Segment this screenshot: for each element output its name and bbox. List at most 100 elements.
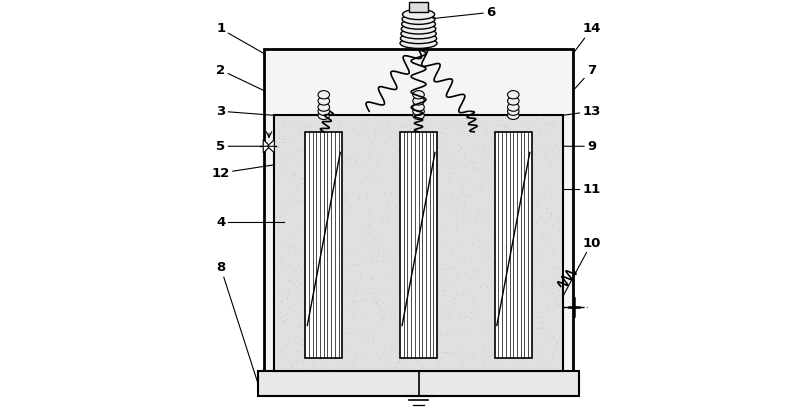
Point	[375, 115, 388, 122]
Ellipse shape	[401, 33, 437, 44]
Point	[371, 229, 384, 236]
Point	[304, 365, 317, 372]
Point	[354, 236, 366, 243]
Point	[306, 198, 318, 204]
Point	[327, 365, 340, 372]
Point	[530, 219, 542, 225]
Point	[499, 345, 512, 351]
Point	[361, 122, 374, 129]
Point	[381, 155, 394, 162]
Point	[467, 126, 480, 133]
Point	[377, 324, 390, 331]
Point	[546, 250, 558, 257]
Point	[482, 316, 495, 323]
Point	[297, 192, 310, 198]
Point	[271, 224, 284, 230]
Point	[432, 200, 445, 207]
Point	[381, 257, 394, 263]
Point	[442, 124, 455, 131]
Point	[367, 240, 380, 246]
Point	[536, 223, 549, 230]
Point	[414, 363, 427, 370]
Point	[435, 140, 448, 147]
Point	[542, 181, 554, 188]
Point	[404, 278, 417, 285]
Point	[369, 132, 382, 138]
Point	[339, 305, 352, 312]
Point	[478, 158, 491, 165]
Point	[368, 166, 381, 173]
Point	[274, 223, 286, 229]
Point	[422, 285, 435, 291]
Point	[482, 253, 494, 260]
Point	[453, 133, 466, 139]
Point	[458, 270, 471, 276]
Point	[510, 296, 523, 303]
Point	[388, 312, 401, 319]
Point	[333, 227, 346, 234]
Point	[298, 232, 310, 239]
Point	[438, 125, 451, 131]
Point	[348, 181, 361, 188]
Point	[534, 325, 547, 332]
Point	[502, 363, 515, 370]
Point	[450, 272, 462, 279]
Point	[522, 186, 535, 192]
Point	[391, 185, 404, 192]
Point	[318, 223, 331, 230]
Point	[406, 200, 419, 206]
Point	[550, 300, 563, 307]
Point	[489, 307, 502, 313]
Point	[279, 332, 292, 338]
Point	[314, 175, 327, 181]
Point	[492, 188, 505, 194]
Point	[366, 274, 379, 281]
Point	[515, 295, 528, 301]
Point	[413, 206, 426, 212]
Point	[429, 220, 442, 226]
Point	[286, 280, 299, 287]
Point	[503, 220, 516, 226]
Point	[538, 325, 551, 332]
Point	[358, 230, 371, 236]
Point	[347, 279, 360, 285]
Point	[498, 348, 510, 355]
Point	[390, 234, 403, 241]
Point	[490, 258, 503, 264]
Point	[502, 253, 515, 259]
Point	[538, 288, 551, 295]
Point	[455, 177, 468, 184]
Point	[366, 176, 378, 183]
Point	[537, 140, 550, 146]
Point	[442, 180, 455, 186]
Point	[489, 155, 502, 162]
Point	[429, 165, 442, 172]
Point	[481, 207, 494, 213]
Point	[334, 186, 346, 192]
Point	[417, 344, 430, 350]
Point	[317, 196, 330, 202]
Point	[383, 134, 396, 140]
Point	[383, 171, 396, 177]
Point	[468, 217, 481, 224]
Point	[554, 302, 566, 309]
Point	[386, 142, 399, 148]
Point	[535, 347, 548, 353]
Point	[297, 233, 310, 239]
Point	[272, 144, 285, 150]
Point	[386, 260, 399, 267]
Point	[470, 229, 483, 236]
Point	[497, 140, 510, 147]
Point	[544, 131, 557, 138]
Point	[438, 266, 450, 272]
Point	[481, 250, 494, 257]
Point	[485, 276, 498, 283]
Point	[282, 248, 294, 255]
Point	[294, 200, 307, 206]
Point	[524, 235, 537, 241]
Point	[356, 265, 369, 272]
Point	[448, 363, 461, 370]
Point	[508, 163, 521, 170]
Point	[544, 121, 557, 127]
Point	[546, 129, 559, 136]
